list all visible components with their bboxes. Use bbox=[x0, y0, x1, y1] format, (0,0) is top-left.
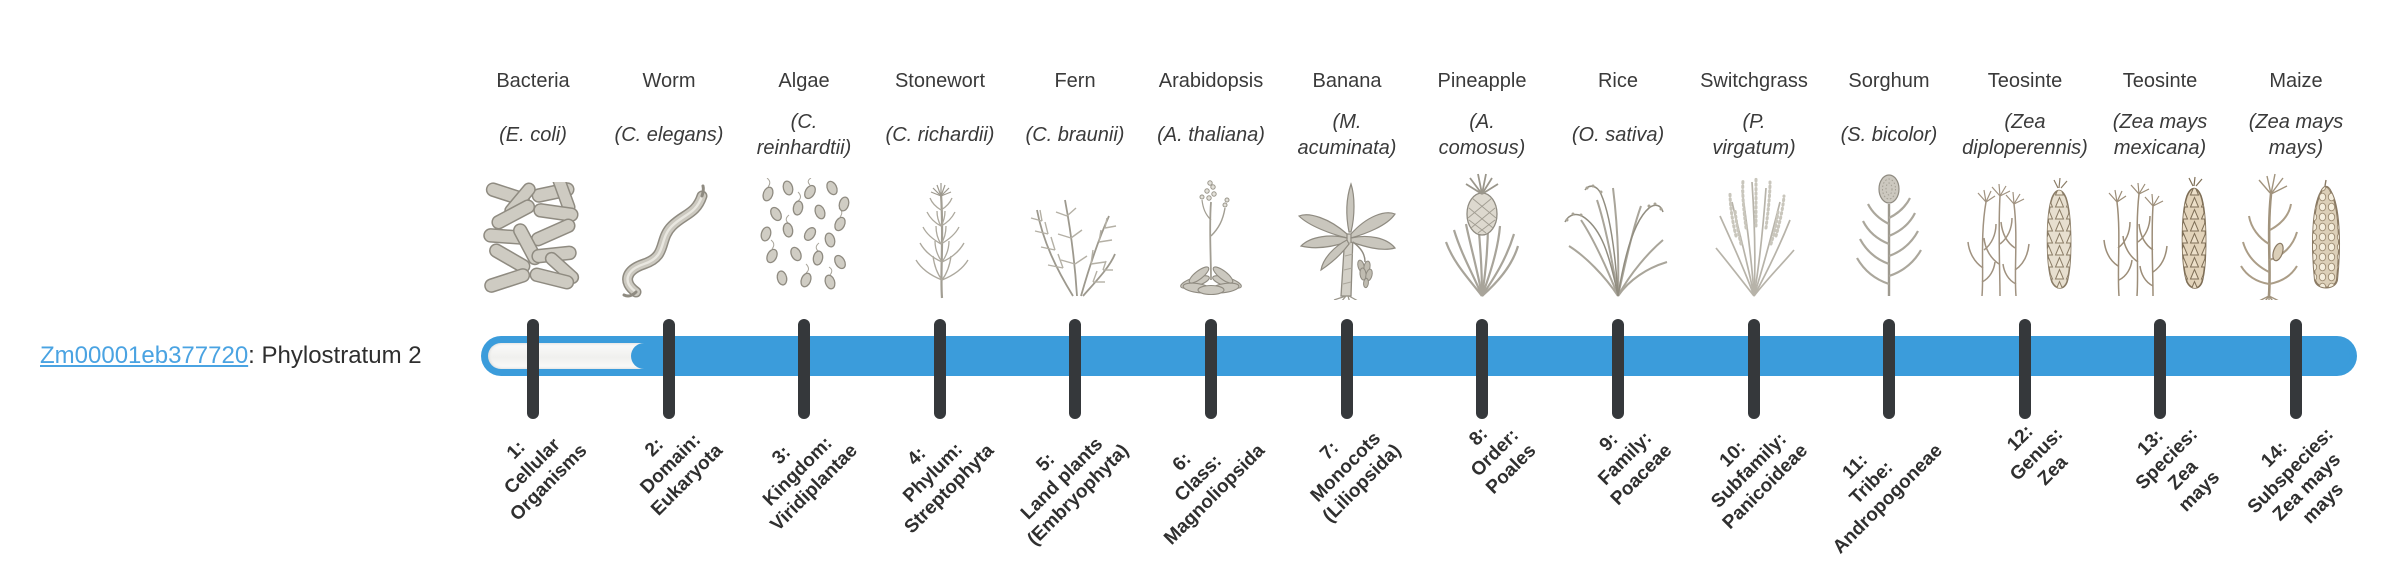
organism-scientific-name: (Zea mays mexicana) bbox=[2112, 111, 2208, 159]
organism-name: Bacteria bbox=[496, 70, 570, 92]
organism-scientific-name: (O. sativa) bbox=[1571, 124, 1665, 146]
organism-scientific-name: (Zea mays mays) bbox=[2248, 111, 2344, 159]
algae-icon bbox=[754, 176, 854, 300]
organism-name: Arabidopsis bbox=[1158, 70, 1264, 92]
stonewort-icon bbox=[904, 176, 976, 300]
teosinte-mexicana-icon bbox=[2101, 176, 2219, 300]
banana-icon bbox=[1291, 176, 1403, 300]
sorghum-icon bbox=[1851, 174, 1927, 300]
organism-scientific-name: (A. comosus) bbox=[1438, 111, 1526, 159]
bar-unfilled-track bbox=[488, 343, 651, 369]
organism-name: Sorghum bbox=[1848, 70, 1930, 92]
phylostratum-tick-7 bbox=[1341, 319, 1353, 419]
phylostratum-tick-5 bbox=[1069, 319, 1081, 419]
phylostratum-tick-3 bbox=[798, 319, 810, 419]
fern-icon bbox=[1019, 176, 1131, 300]
phylostratum-label-3: 3: Kingdom: Viridiplantae bbox=[759, 432, 863, 536]
organism-name: Switchgrass bbox=[1700, 70, 1808, 92]
phylostratum-label-13: 13: Species: Zea mays bbox=[2131, 423, 2224, 517]
bacteria-icon bbox=[480, 176, 586, 300]
phylostratum-tick-12 bbox=[2019, 319, 2031, 419]
phylostratum-label-4: 4: Phylum: Streptophyta bbox=[899, 438, 999, 538]
organism-name: Maize bbox=[2269, 70, 2323, 92]
phylostratum-tick-1 bbox=[527, 319, 539, 419]
teosinte-diploperennis-icon bbox=[1966, 176, 2084, 300]
phylostratum-label-5: 5: Land plants (Embryophyta) bbox=[1016, 433, 1134, 550]
phylostratum-label-11: 11: Tribe: Andropogoneae bbox=[1829, 440, 1948, 559]
organism-scientific-name: (E. coli) bbox=[499, 124, 567, 146]
switchgrass-icon bbox=[1706, 176, 1802, 300]
gene-label: Zm00001eb377720: Phylostratum 2 bbox=[40, 336, 422, 376]
phylostratum-tick-2 bbox=[663, 319, 675, 419]
organism-name: Banana bbox=[1312, 70, 1382, 92]
organism-name: Teosinte bbox=[1987, 70, 2063, 92]
organism-name: Algae bbox=[778, 70, 830, 92]
phylostratum-label-10: 10: Subfamily: Panicoideae bbox=[1707, 428, 1813, 534]
organism-scientific-name: (C. reinhardtii) bbox=[756, 111, 852, 159]
organism-scientific-name: (C. braunii) bbox=[1025, 124, 1125, 146]
phylostratum-tick-4 bbox=[934, 319, 946, 419]
organism-scientific-name: (M. acuminata) bbox=[1297, 111, 1397, 159]
phylostratum-tick-9 bbox=[1612, 319, 1624, 419]
phylostratum-tick-10 bbox=[1748, 319, 1760, 419]
phylostratum-tick-11 bbox=[1883, 319, 1895, 419]
rice-icon bbox=[1557, 176, 1679, 300]
pineapple-icon bbox=[1440, 173, 1524, 300]
organism-scientific-name: (C. richardii) bbox=[885, 124, 995, 146]
organism-name: Pineapple bbox=[1437, 70, 1527, 92]
phylostratum-label-9: 9: Family: Poaceae bbox=[1594, 427, 1677, 510]
organism-name: Worm bbox=[642, 70, 696, 92]
organism-name: Rice bbox=[1597, 70, 1639, 92]
phylostratum-label-7: 7: Monocots (Liliopsida) bbox=[1306, 428, 1406, 527]
phylostratum-tick-13 bbox=[2154, 319, 2166, 419]
phylostratum-tick-14 bbox=[2290, 319, 2302, 419]
worm-icon bbox=[616, 176, 722, 300]
organism-scientific-name: (C. elegans) bbox=[614, 124, 724, 146]
organism-name: Fern bbox=[1054, 70, 1096, 92]
bar-filled-segment bbox=[631, 343, 2350, 369]
phylostratum-tick-6 bbox=[1205, 319, 1217, 419]
phylostratum-label-1: 1: Cellular Organisms bbox=[500, 434, 592, 526]
gene-stratum-text: : Phylostratum 2 bbox=[248, 342, 422, 369]
phylostratum-label-8: 8: Order: Poales bbox=[1465, 423, 1541, 499]
phylostratum-label-12: 12: Genus: Zea bbox=[2002, 421, 2072, 490]
maize-icon bbox=[2237, 173, 2355, 300]
phylostratum-label-14: 14: Subspecies: Zea mays mays bbox=[2243, 423, 2348, 529]
phylostratum-label-2: 2: Domain: Eukaryota bbox=[636, 429, 728, 521]
organism-name: Stonewort bbox=[894, 70, 986, 92]
arabidopsis-icon bbox=[1169, 176, 1253, 300]
organism-scientific-name: (A. thaliana) bbox=[1157, 124, 1265, 146]
gene-id-link[interactable]: Zm00001eb377720 bbox=[40, 342, 249, 369]
organism-name: Teosinte bbox=[2122, 70, 2198, 92]
organism-scientific-name: (Zea diploperennis) bbox=[1962, 111, 2088, 159]
organism-scientific-name: (S. bicolor) bbox=[1840, 124, 1938, 146]
phylostratum-label-6: 6: Class: Magnoliopsida bbox=[1160, 440, 1270, 550]
phylostratum-tick-8 bbox=[1476, 319, 1488, 419]
organism-scientific-name: (P. virgatum) bbox=[1712, 111, 1796, 159]
